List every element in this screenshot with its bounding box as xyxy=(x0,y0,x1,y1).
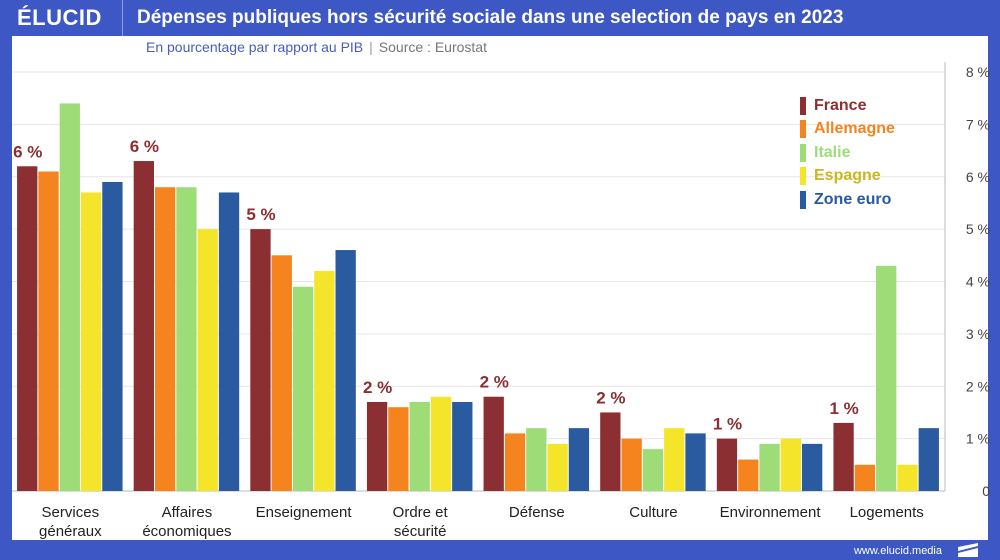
bar-espagne xyxy=(314,271,335,491)
bar-italie xyxy=(292,286,314,491)
legend-swatch xyxy=(800,143,806,162)
bar-zone-euro xyxy=(102,181,123,492)
bar-zone-euro xyxy=(918,428,939,491)
bar-italie xyxy=(526,428,547,491)
legend-item: France xyxy=(800,94,895,118)
y-tick-label: 4 % xyxy=(966,274,990,290)
bar-italie xyxy=(176,187,197,491)
bar-italie xyxy=(876,265,897,491)
bar-espagne xyxy=(897,464,918,491)
x-tick-label: Environnement xyxy=(720,504,822,521)
x-tick-label: Services xyxy=(42,504,100,521)
y-tick-label: 5 % xyxy=(966,221,990,237)
source-text: Source : Eurostat xyxy=(378,39,487,55)
y-tick-label: 0 xyxy=(982,483,990,499)
bar-espagne xyxy=(197,229,218,491)
legend-label: France xyxy=(814,96,867,114)
subtitle: En pourcentage par rapport au PIB | Source… xyxy=(146,39,487,55)
y-tick-label: 3 % xyxy=(966,326,990,342)
data-label: 1 % xyxy=(713,415,742,434)
bar-allemagne xyxy=(38,171,59,491)
bar-espagne xyxy=(664,428,685,491)
y-tick-label: 1 % xyxy=(966,431,990,447)
bar-allemagne xyxy=(271,255,292,491)
x-tick-label: Ordre et xyxy=(393,504,449,521)
data-label: 2 % xyxy=(596,388,625,407)
bar-allemagne xyxy=(738,459,759,491)
legend-swatch xyxy=(800,96,806,115)
x-tick-label: généraux xyxy=(39,523,102,540)
bar-zone-euro xyxy=(568,428,590,491)
subtitle-text: En pourcentage par rapport au PIB xyxy=(146,39,364,55)
bar-france xyxy=(366,401,388,491)
data-label: 5 % xyxy=(246,205,275,224)
y-tick-label: 7 % xyxy=(966,116,990,132)
chart-title: Dépenses publiques hors sécurité sociale… xyxy=(137,7,844,28)
bar-france xyxy=(17,166,38,491)
legend-swatch xyxy=(800,120,806,139)
data-label: 6 % xyxy=(130,137,159,156)
bar-italie xyxy=(59,103,80,492)
bar-italie xyxy=(759,443,780,491)
logo-flag-icon xyxy=(958,543,978,557)
bar-espagne xyxy=(430,396,452,491)
x-tick-label: Défense xyxy=(509,504,565,521)
bar-zone-euro xyxy=(335,250,356,491)
y-tick-label: 6 % xyxy=(966,169,990,185)
data-label: 2 % xyxy=(480,373,509,392)
bar-zone-euro xyxy=(218,192,240,491)
bar-allemagne xyxy=(854,464,876,491)
legend-label: Zone euro xyxy=(814,190,892,208)
divider xyxy=(122,0,123,36)
footer-url[interactable]: www.elucid.media xyxy=(853,545,942,557)
subtitle-separator: | xyxy=(369,39,373,55)
data-label: 2 % xyxy=(363,378,392,397)
legend-item: Allemagne xyxy=(800,118,895,142)
bar-france xyxy=(483,396,504,491)
bar-allemagne xyxy=(504,433,526,491)
bar-zone-euro xyxy=(452,401,473,491)
data-label: 1 % xyxy=(829,399,858,418)
x-tick-label: Culture xyxy=(629,504,677,521)
bar-zone-euro xyxy=(802,443,823,491)
bar-zone-euro xyxy=(685,433,706,491)
y-tick-label: 2 % xyxy=(966,378,990,394)
legend: France Allemagne Italie Espagne Zone euro xyxy=(800,94,895,212)
legend-label: Allemagne xyxy=(814,120,895,138)
bar-allemagne xyxy=(154,187,176,491)
bar-espagne xyxy=(780,438,802,491)
x-tick-label: Affaires xyxy=(162,504,213,521)
header: ÉLUCID Dépenses publiques hors sécurité … xyxy=(0,0,1000,36)
legend-item: Zone euro xyxy=(800,188,895,212)
x-tick-label: Enseignement xyxy=(256,504,353,521)
legend-swatch xyxy=(800,167,806,186)
bar-allemagne xyxy=(388,407,409,491)
legend-item: Espagne xyxy=(800,165,895,189)
y-tick-label: 8 % xyxy=(966,64,990,80)
x-tick-label: économiques xyxy=(142,523,231,540)
data-label: 6 % xyxy=(13,142,42,161)
bar-france xyxy=(133,161,154,491)
x-tick-label: sécurité xyxy=(394,523,447,540)
bar-italie xyxy=(642,449,664,491)
bar-espagne xyxy=(80,192,102,491)
legend-label: Espagne xyxy=(814,167,881,185)
bar-france xyxy=(833,422,854,491)
bar-france xyxy=(716,438,738,491)
bar-italie xyxy=(409,401,430,491)
legend-label: Italie xyxy=(814,143,851,161)
bar-espagne xyxy=(547,443,568,491)
legend-item: Italie xyxy=(800,141,895,165)
bar-allemagne xyxy=(621,438,642,491)
legend-swatch xyxy=(800,190,806,209)
x-tick-label: Logements xyxy=(850,504,924,521)
bar-france xyxy=(600,412,621,491)
logo: ÉLUCID xyxy=(17,5,102,30)
bar-france xyxy=(250,229,271,491)
